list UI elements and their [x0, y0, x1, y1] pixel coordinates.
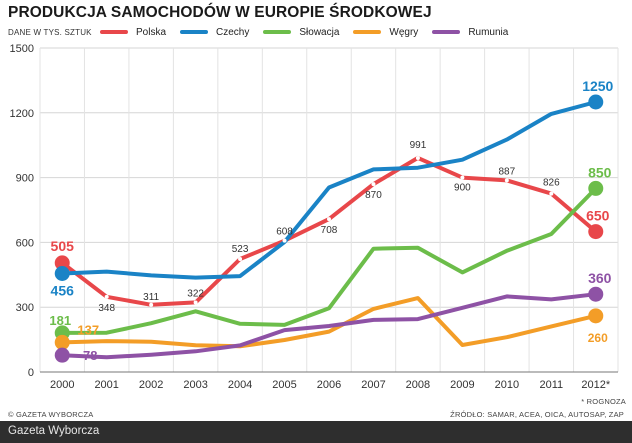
series-start-marker-czechy	[54, 266, 70, 282]
x-tick-label-2012-: 2012*	[581, 379, 610, 391]
polska-point-2009	[460, 175, 465, 180]
unit-note: DANE W TYS. SZTUK	[8, 28, 92, 37]
start-value-label-wegry: 137	[77, 322, 99, 337]
forecast-note: * ROGNOZA	[581, 397, 626, 406]
x-tick-label-2004: 2004	[228, 379, 252, 391]
end-value-label-rumunia: 360	[588, 270, 612, 286]
start-value-label-rumunia: 78	[83, 348, 97, 363]
y-tick-label-300: 300	[16, 302, 34, 314]
end-value-label-czechy: 1250	[582, 78, 613, 94]
polska-point-2002	[149, 302, 154, 307]
data-label-polska-2008: 991	[410, 140, 427, 151]
chart-title: PRODUKCJA SAMOCHODÓW W EUROPIE ŚRODKOWEJ	[8, 4, 432, 21]
x-tick-label-2007: 2007	[361, 379, 385, 391]
legend-label-slowacja: Słowacja	[299, 26, 340, 38]
legend-swatch-wegry	[353, 30, 382, 34]
legend-item-slowacja: Słowacja	[263, 24, 339, 40]
x-tick-label-2002: 2002	[139, 379, 163, 391]
x-tick-label-2001: 2001	[94, 379, 118, 391]
data-label-polska-2001: 348	[98, 303, 115, 314]
series-end-marker-czechy	[588, 94, 604, 110]
legend-label-polska: Polska	[136, 26, 167, 38]
legend-label-rumunia: Rumunia	[468, 26, 509, 38]
y-tick-label-0: 0	[28, 367, 34, 379]
data-label-polska-2006: 708	[321, 225, 338, 236]
legend-item-czechy: Czechy	[180, 24, 249, 40]
polska-point-2008	[415, 155, 420, 160]
series-start-marker-polska	[54, 255, 70, 271]
x-tick-label-2000: 2000	[50, 379, 74, 391]
legend-swatch-rumunia	[432, 30, 461, 34]
y-tick-label-600: 600	[16, 237, 34, 249]
x-tick-label-2011: 2011	[539, 379, 563, 391]
polska-point-2006	[327, 217, 331, 222]
polska-point-2011	[549, 191, 554, 196]
y-tick-label-1500: 1500	[10, 43, 34, 55]
x-tick-label-2010: 2010	[495, 379, 519, 391]
x-tick-label-2003: 2003	[183, 379, 207, 391]
polska-point-2004	[238, 257, 243, 262]
series-line-wegry	[60, 296, 598, 349]
series-end-marker-rumunia	[588, 286, 604, 302]
polska-point-2003	[193, 300, 198, 305]
legend-item-polska: Polska	[100, 24, 166, 40]
series-start-marker-wegry	[54, 334, 70, 350]
legend-label-wegry: Węgry	[389, 26, 419, 38]
legend-swatch-slowacja	[263, 30, 292, 34]
x-tick-label-2005: 2005	[272, 379, 296, 391]
data-label-polska-2005: 608	[276, 227, 293, 238]
data-label-polska-2002: 311	[143, 292, 159, 303]
legend-item-rumunia: Rumunia	[432, 24, 508, 40]
x-tick-label-2009: 2009	[450, 379, 474, 391]
data-label-polska-2010: 887	[499, 166, 516, 177]
y-tick-label-1200: 1200	[10, 108, 34, 120]
series-start-marker-rumunia	[54, 347, 70, 363]
end-value-label-slowacja: 850	[588, 164, 612, 180]
legend-swatch-polska	[100, 30, 128, 34]
series-line-rumunia	[60, 292, 598, 360]
data-label-polska-2011: 826	[543, 178, 560, 189]
series-line-slowacja	[60, 186, 598, 335]
line-chart: 0 300 600 900 1200 1500 2000 2001 2002 2003 2004 20…	[10, 43, 619, 391]
series-line-czechy	[60, 100, 598, 280]
legend-label-czechy: Czechy	[216, 26, 250, 38]
polska-point-2010	[504, 178, 509, 183]
copyright-note: © GAZETA WYBORCZA	[8, 410, 94, 419]
start-value-label-slowacja: 181	[49, 313, 71, 328]
x-tick-label-2008: 2008	[406, 379, 430, 391]
polska-point-2005	[282, 238, 287, 243]
start-value-label-polska: 505	[51, 238, 75, 254]
legend: Polska Czechy Słowacja Węgry Rumunia	[100, 24, 522, 40]
end-value-label-wegry: 260	[588, 331, 608, 345]
polska-point-2007	[371, 182, 376, 187]
data-label-polska-2003: 322	[187, 288, 204, 299]
y-tick-label-900: 900	[16, 173, 34, 185]
legend-swatch-czechy	[180, 30, 209, 34]
series-end-marker-slowacja	[588, 180, 604, 196]
end-value-label-polska: 650	[586, 208, 610, 224]
data-label-polska-2004: 523	[232, 244, 249, 255]
polska-point-2001	[104, 294, 109, 299]
data-label-polska-2007: 870	[365, 190, 382, 201]
series-end-marker-polska	[588, 224, 604, 240]
start-value-label-czechy: 456	[51, 283, 75, 299]
series-end-marker-wegry	[588, 308, 604, 324]
legend-item-wegry: Węgry	[353, 24, 418, 40]
brand-name: Gazeta Wyborcza	[8, 425, 100, 437]
brand-bar: Gazeta Wyborcza	[0, 421, 632, 443]
x-tick-label-2006: 2006	[317, 379, 341, 391]
data-label-polska-2009: 900	[454, 183, 471, 194]
source-note: ŹRÓDŁO: SAMAR, ACEA, OICA, AUTOSAP, ZAP	[450, 410, 624, 419]
